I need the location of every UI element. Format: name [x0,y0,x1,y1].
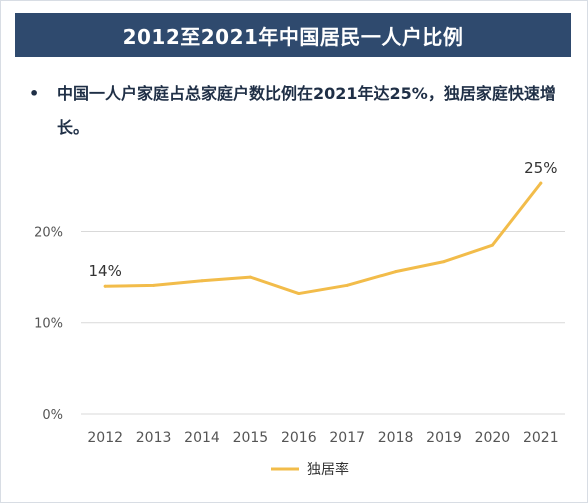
data-point [200,279,204,283]
series-line [103,181,543,296]
x-tick-label: 2014 [184,430,220,446]
data-point [442,260,446,264]
bullet-dot: • [29,84,40,103]
x-tick-label: 2019 [426,430,462,446]
data-point [345,283,349,287]
x-tick-label: 2013 [136,430,172,446]
x-tick-label: 2021 [523,430,559,446]
y-tick-label: 20% [34,225,63,240]
data-label: 14% [89,262,122,280]
x-tick-label: 2020 [475,430,511,446]
data-point [248,275,252,279]
data-point [394,270,398,274]
y-tick-label: 10% [34,317,63,332]
x-tick-label: 2012 [87,430,123,446]
x-tick-label: 2018 [378,430,414,446]
data-point [297,292,301,296]
data-point [539,181,543,185]
legend-label: 独居率 [307,461,349,478]
page-title: 2012至2021年中国居民一人户比例 [15,13,571,57]
y-tick-label: 0% [42,408,63,423]
data-point [152,283,156,287]
x-tick-label: 2016 [281,430,317,446]
data-point [103,284,107,288]
line-chart: 0% 10% 20% 2012 2013 2014 2015 2016 2017 2018 2019… [19,156,575,496]
data-point [490,243,494,247]
data-label: 25% [524,159,557,177]
chart-svg: 0% 10% 20% 2012 2013 2014 2015 2016 2017 2018 2019… [34,159,565,478]
x-tick-label: 2017 [329,430,365,446]
summary-text: 中国一人户家庭占总家庭户数比例在2021年达25%，独居家庭快速增长。 [57,84,556,137]
summary-bullet: • 中国一人户家庭占总家庭户数比例在2021年达25%，独居家庭快速增长。 [29,77,569,145]
x-tick-label: 2015 [233,430,269,446]
